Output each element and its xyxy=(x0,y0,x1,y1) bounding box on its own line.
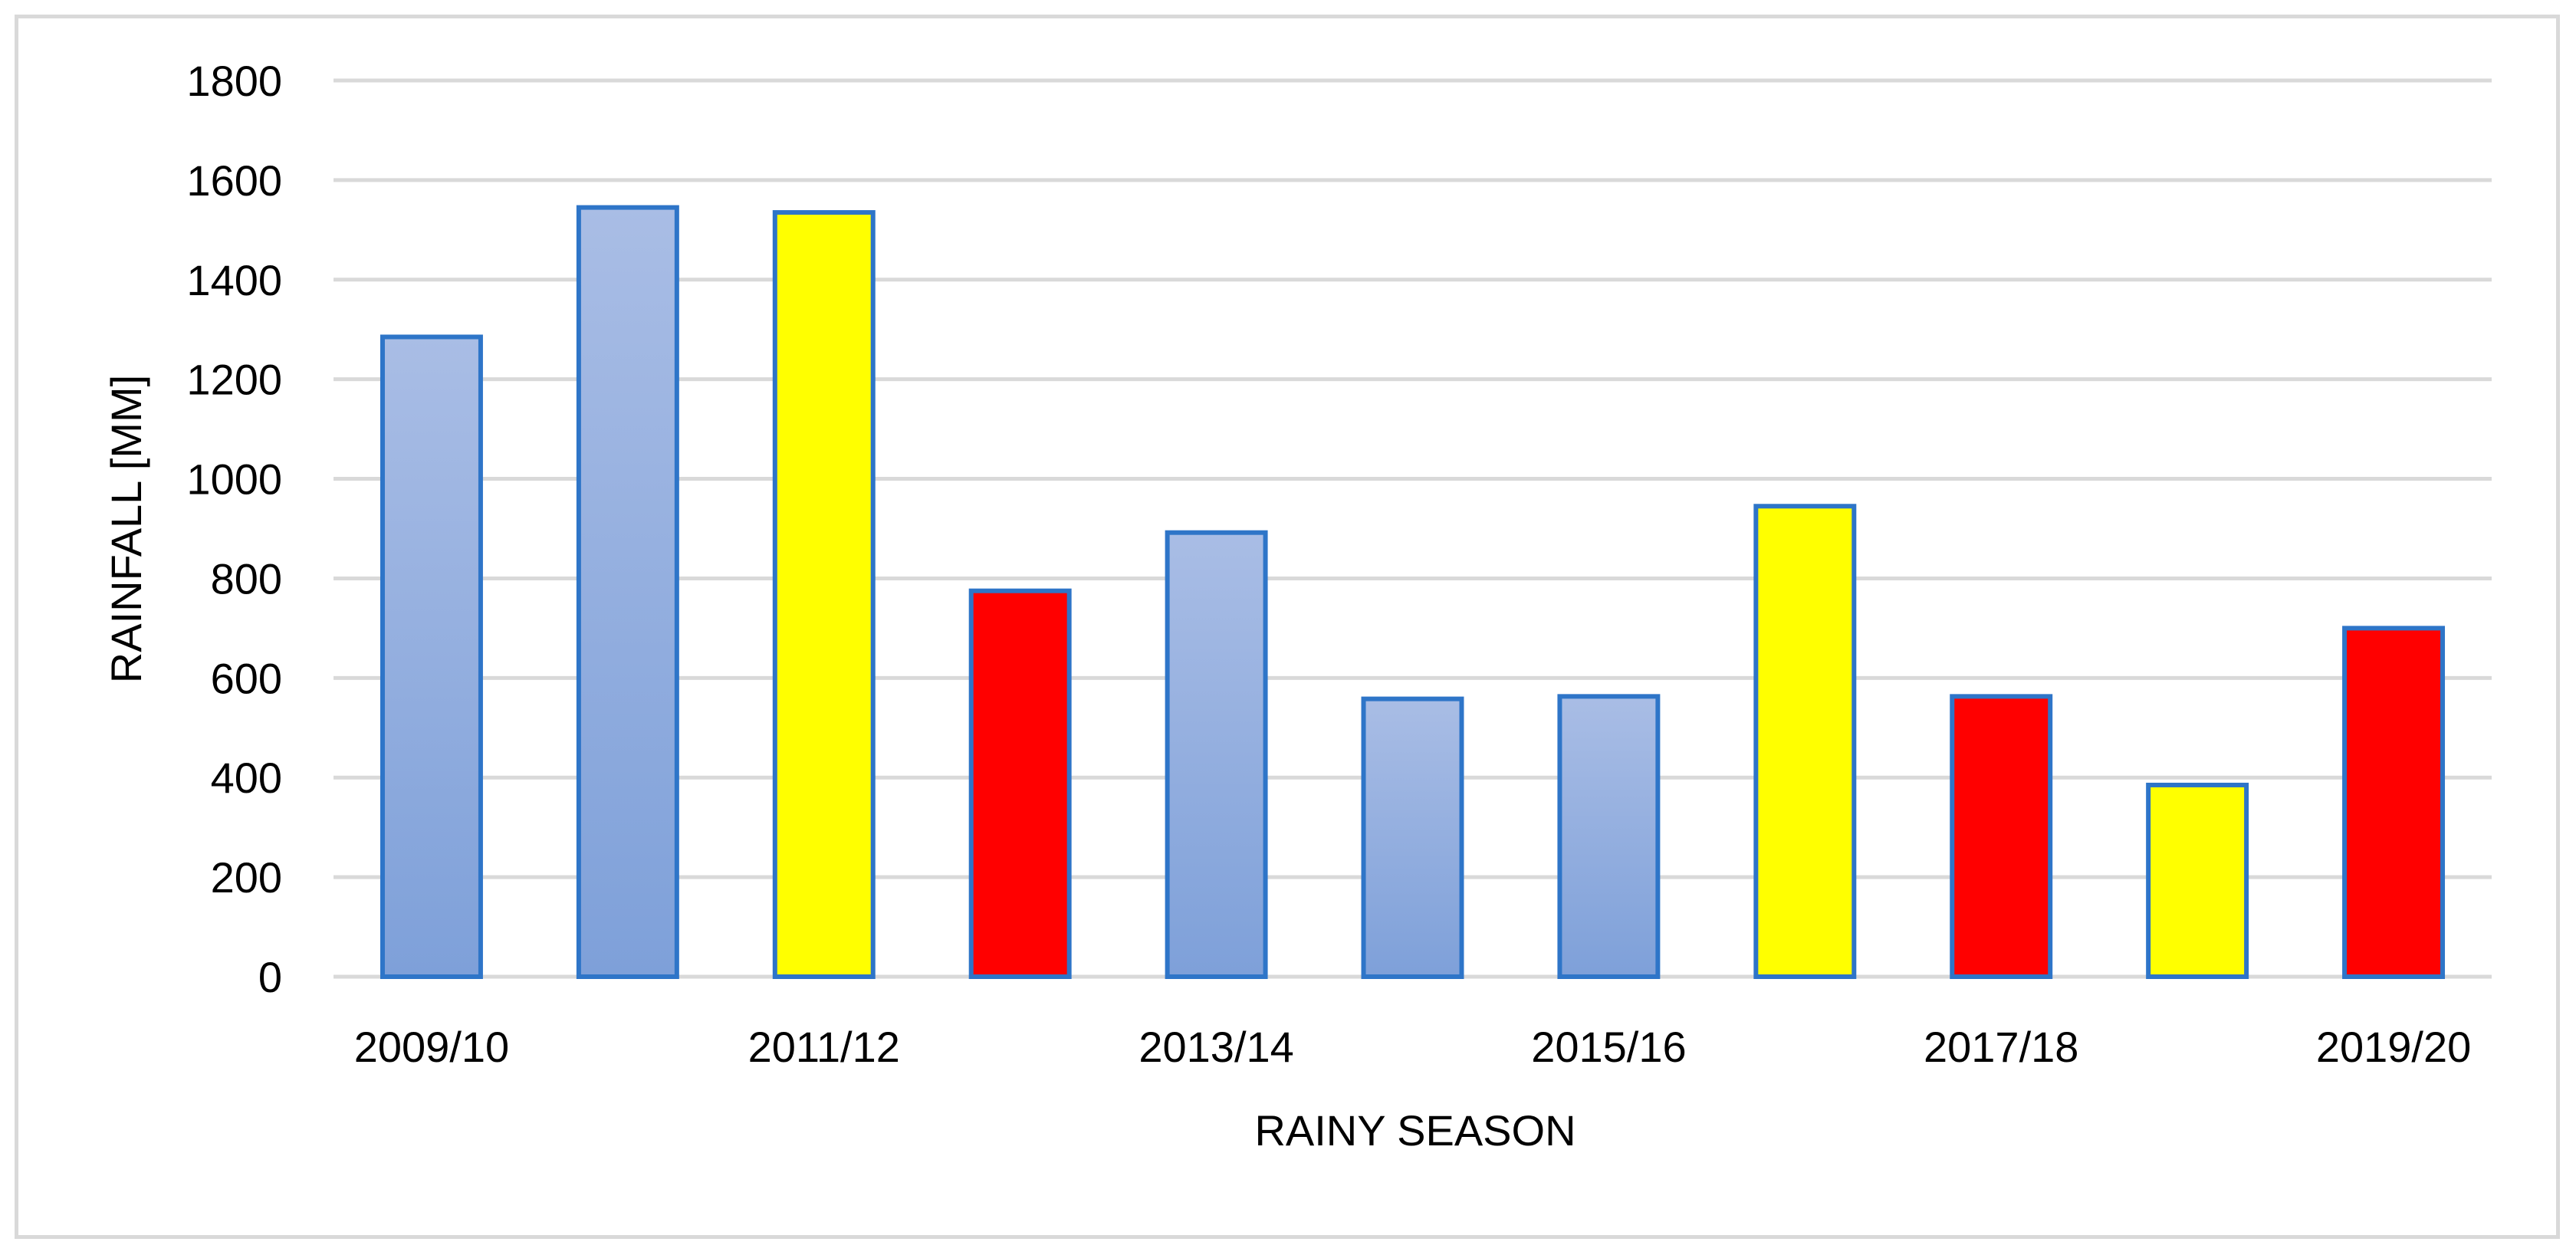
bar-2017-18 xyxy=(1950,694,2053,979)
bar-2015-16 xyxy=(1557,694,1661,979)
bar-2018-19 xyxy=(2146,782,2249,979)
x-tick-label: 2019/20 xyxy=(2316,1023,2471,1071)
x-axis-title: RAINY SEASON xyxy=(1254,1106,1576,1155)
y-tick-label: 400 xyxy=(211,754,282,802)
x-tick-label: 2009/10 xyxy=(354,1023,509,1071)
y-tick-label: 1200 xyxy=(186,356,282,404)
bar-2016-17 xyxy=(1753,504,1857,979)
y-tick-label: 1600 xyxy=(186,156,282,205)
bar-2011-12 xyxy=(772,210,876,979)
bar-2009-10 xyxy=(380,334,483,980)
bar-2014-15 xyxy=(1361,696,1464,979)
x-tick-label: 2017/18 xyxy=(1924,1023,2078,1071)
y-tick-label: 800 xyxy=(211,554,282,603)
x-axis-tick-labels: 2009/10 2011/12 2013/14 2015/16 2017/18 2019/… xyxy=(354,1023,2472,1071)
y-tick-label: 1800 xyxy=(186,57,282,105)
bar-2013-14 xyxy=(1165,530,1268,979)
y-tick-label: 200 xyxy=(211,853,282,902)
y-tick-label: 0 xyxy=(258,953,282,1001)
bar-2012-13 xyxy=(968,588,1072,979)
gridlines xyxy=(334,78,2492,979)
bars xyxy=(380,205,2446,980)
x-tick-label: 2015/16 xyxy=(1531,1023,1686,1071)
x-tick-label: 2011/12 xyxy=(748,1023,900,1071)
bar-2010-11 xyxy=(576,205,679,979)
y-tick-label: 1400 xyxy=(186,256,282,304)
y-axis-tick-labels: 0 200 400 600 800 1000 1200 1400 1600 1800 xyxy=(186,57,282,1001)
y-tick-label: 600 xyxy=(211,654,282,702)
y-axis-title: RAINFALL [MM] xyxy=(102,375,150,683)
x-tick-label: 2013/14 xyxy=(1138,1023,1293,1071)
y-tick-label: 1000 xyxy=(186,455,282,504)
bar-2019-20 xyxy=(2342,626,2446,980)
